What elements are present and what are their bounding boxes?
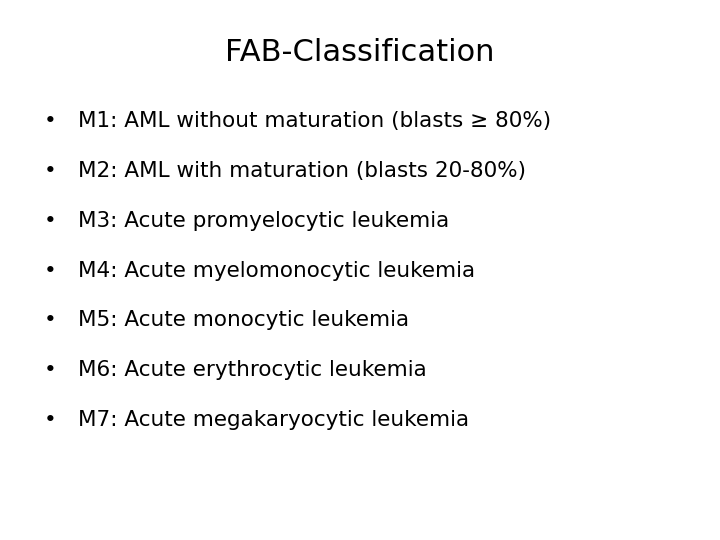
Text: M2: AML with maturation (blasts 20-80%): M2: AML with maturation (blasts 20-80%) <box>78 161 526 181</box>
Text: •: • <box>44 211 57 231</box>
Text: M6: Acute erythrocytic leukemia: M6: Acute erythrocytic leukemia <box>78 360 426 380</box>
Text: •: • <box>44 360 57 380</box>
Text: •: • <box>44 409 57 430</box>
Text: M3: Acute promyelocytic leukemia: M3: Acute promyelocytic leukemia <box>78 211 449 231</box>
Text: •: • <box>44 111 57 132</box>
Text: M4: Acute myelomonocytic leukemia: M4: Acute myelomonocytic leukemia <box>78 260 475 281</box>
Text: FAB-Classification: FAB-Classification <box>225 38 495 67</box>
Text: M5: Acute monocytic leukemia: M5: Acute monocytic leukemia <box>78 310 409 330</box>
Text: M1: AML without maturation (blasts ≥ 80%): M1: AML without maturation (blasts ≥ 80%… <box>78 111 551 132</box>
Text: •: • <box>44 260 57 281</box>
Text: •: • <box>44 161 57 181</box>
Text: •: • <box>44 310 57 330</box>
Text: M7: Acute megakaryocytic leukemia: M7: Acute megakaryocytic leukemia <box>78 409 469 430</box>
